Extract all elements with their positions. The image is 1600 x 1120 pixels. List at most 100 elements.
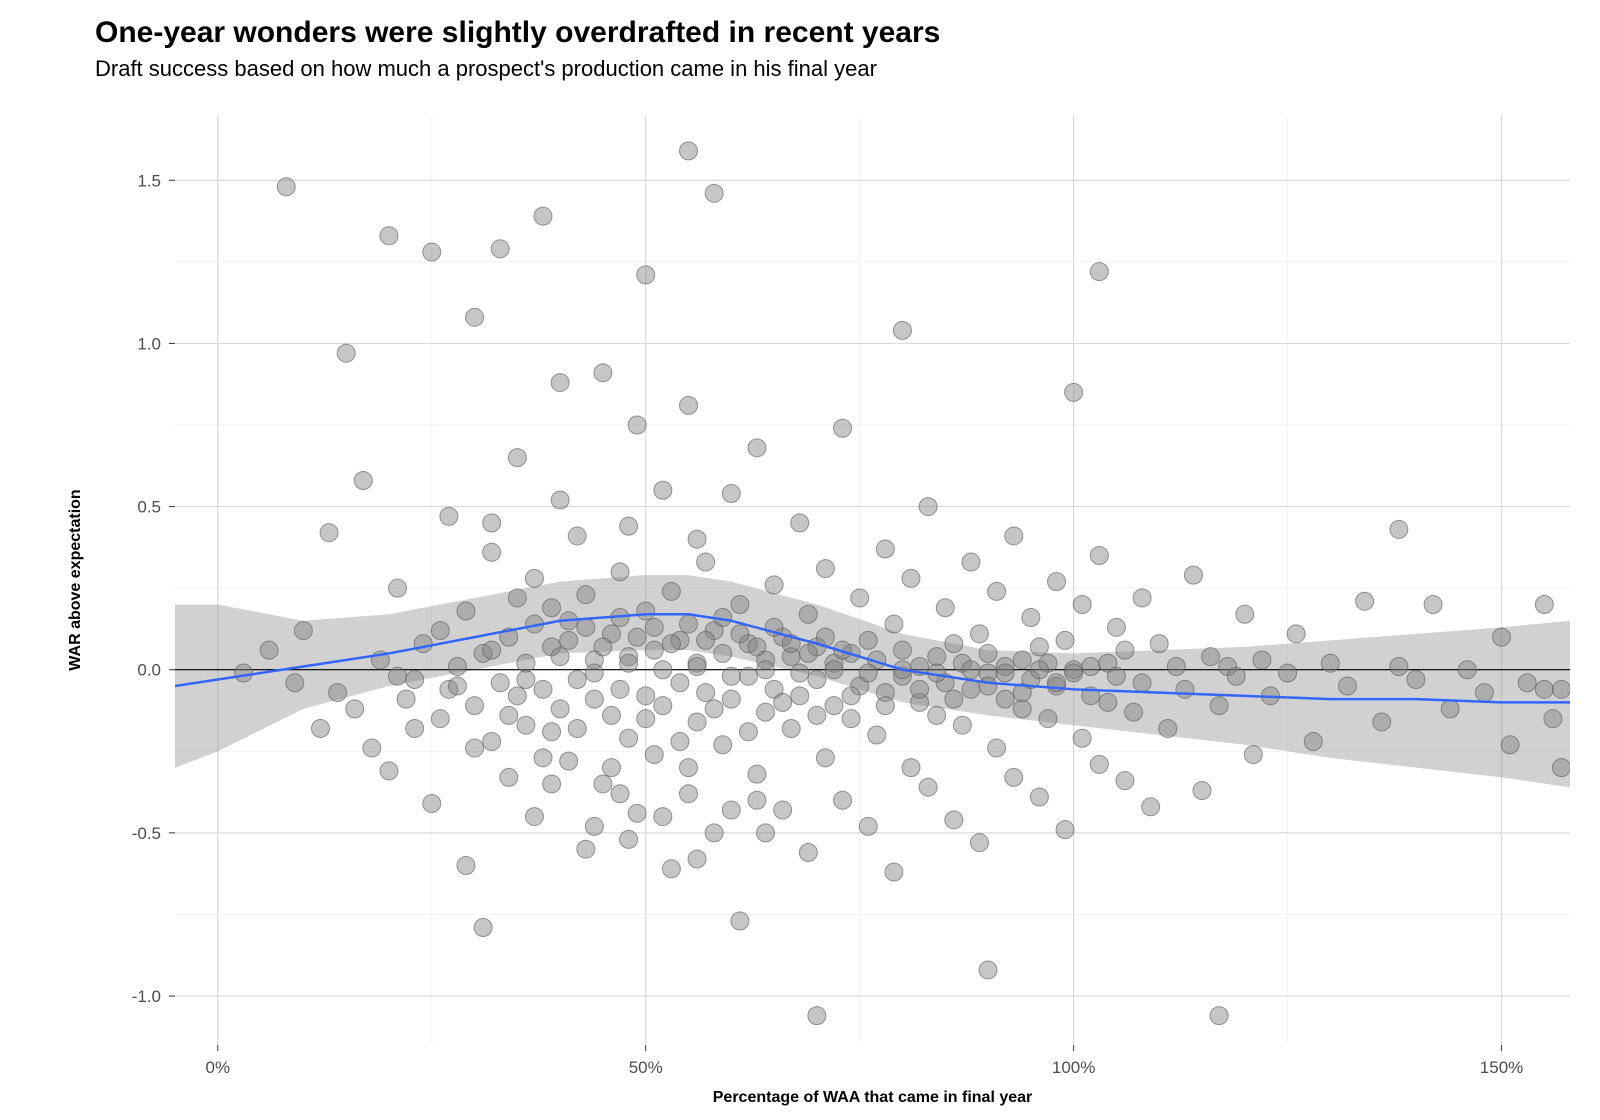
data-point [406, 671, 424, 689]
data-point [970, 625, 988, 643]
data-point [679, 615, 697, 633]
data-point [757, 703, 775, 721]
data-point [363, 739, 381, 757]
data-point [851, 589, 869, 607]
data-point [1099, 693, 1117, 711]
data-point [679, 785, 697, 803]
data-point [1304, 733, 1322, 751]
data-point [722, 485, 740, 503]
data-point [1013, 700, 1031, 718]
data-point [1552, 680, 1570, 698]
data-point [1287, 625, 1305, 643]
data-point [1056, 631, 1074, 649]
data-point [1544, 710, 1562, 728]
data-point [628, 628, 646, 646]
data-point [380, 227, 398, 245]
data-point [483, 733, 501, 751]
data-point [466, 308, 484, 326]
data-point [517, 716, 535, 734]
data-point [628, 804, 646, 822]
data-point [620, 729, 638, 747]
data-point [448, 657, 466, 675]
data-point [911, 680, 929, 698]
data-point [1116, 772, 1134, 790]
y-tick-label: 1.0 [137, 334, 161, 353]
data-point [294, 622, 312, 640]
data-point [508, 449, 526, 467]
data-point [637, 602, 655, 620]
data-point [1116, 641, 1134, 659]
data-point [825, 697, 843, 715]
data-point [697, 553, 715, 571]
data-point [731, 595, 749, 613]
plot-area [175, 115, 1570, 1045]
data-point [722, 801, 740, 819]
data-point [1176, 680, 1194, 698]
data-point [320, 524, 338, 542]
data-point [662, 635, 680, 653]
data-point [1030, 638, 1048, 656]
data-point [534, 749, 552, 767]
data-point [928, 648, 946, 666]
data-point [928, 706, 946, 724]
data-point [1107, 667, 1125, 685]
data-point [457, 857, 475, 875]
data-point [962, 680, 980, 698]
data-point [654, 661, 672, 679]
data-point [560, 631, 578, 649]
data-point [577, 840, 595, 858]
data-point [500, 768, 518, 786]
data-point [868, 726, 886, 744]
data-point [679, 142, 697, 160]
data-point [517, 671, 535, 689]
data-point [748, 439, 766, 457]
x-axis-label: Percentage of WAA that came in final yea… [713, 1089, 1033, 1106]
y-axis-label: WAR above expectation [67, 489, 84, 670]
data-point [893, 321, 911, 339]
data-point [765, 576, 783, 594]
data-point [500, 706, 518, 724]
data-point [1535, 680, 1553, 698]
data-point [1125, 703, 1143, 721]
data-point [799, 605, 817, 623]
data-point [337, 344, 355, 362]
data-point [1210, 697, 1228, 715]
data-point [645, 641, 663, 659]
data-point [893, 641, 911, 659]
data-point [543, 723, 561, 741]
data-point [1390, 520, 1408, 538]
data-point [774, 693, 792, 711]
data-point [825, 661, 843, 679]
data-point [354, 471, 372, 489]
data-point [1090, 263, 1108, 281]
data-point [440, 507, 458, 525]
data-point [1424, 595, 1442, 613]
data-point [714, 736, 732, 754]
data-point [1210, 1007, 1228, 1025]
data-point [722, 690, 740, 708]
data-point [1107, 618, 1125, 636]
data-point [808, 1007, 826, 1025]
data-point [1159, 719, 1177, 737]
data-point [876, 697, 894, 715]
data-point [962, 661, 980, 679]
data-point [329, 684, 347, 702]
data-point [1065, 383, 1083, 401]
chart-title: One-year wonders were slightly overdraft… [95, 16, 940, 50]
data-point [620, 830, 638, 848]
y-tick-label: 0.0 [137, 661, 161, 680]
data-point [543, 775, 561, 793]
data-point [311, 719, 329, 737]
data-point [585, 690, 603, 708]
data-point [1518, 674, 1536, 692]
data-point [748, 765, 766, 783]
data-point [543, 599, 561, 617]
data-point [859, 631, 877, 649]
data-point [483, 543, 501, 561]
data-point [1039, 710, 1057, 728]
data-point [474, 919, 492, 937]
data-point [466, 697, 484, 715]
data-point [1090, 547, 1108, 565]
data-point [834, 791, 852, 809]
data-point [1193, 781, 1211, 799]
